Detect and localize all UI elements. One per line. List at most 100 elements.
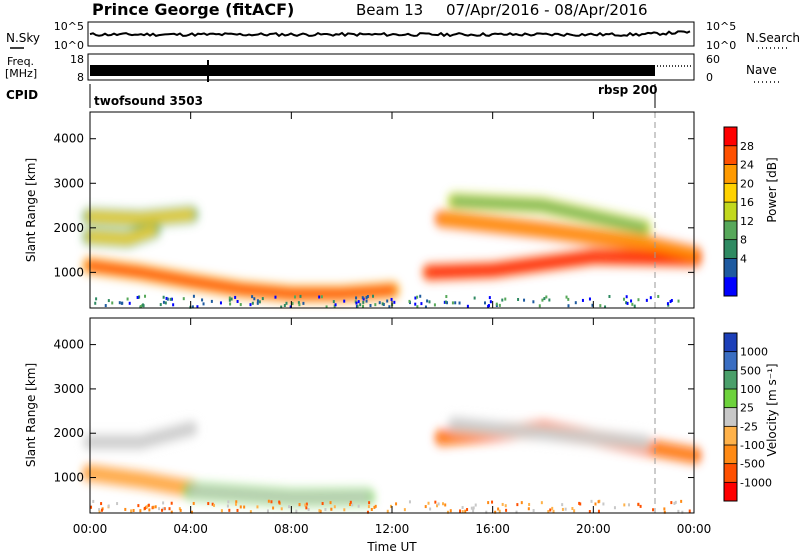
velocity-colorbar-segment: [724, 333, 737, 353]
power-band-core: [86, 210, 195, 223]
power-speckle: [162, 300, 165, 304]
power-speckle: [251, 295, 254, 299]
velocity-speckle: [442, 502, 445, 506]
velocity-speckle: [497, 507, 500, 511]
velocity-speckle: [132, 508, 135, 512]
power-speckle: [170, 297, 173, 301]
velocity-speckle: [623, 503, 626, 507]
velocity-speckle: [637, 502, 640, 506]
power-colorbar-segment: [724, 202, 737, 222]
nsky-strip-frame: [87, 21, 695, 47]
freq-tick-bottom: 8: [77, 71, 84, 84]
power-colorbar: 28 24 20 16 12 8 4: [723, 126, 754, 297]
power-speckle: [626, 301, 629, 305]
velocity-speckle: [137, 504, 140, 508]
power-speckle: [140, 305, 143, 309]
velocity-speckle: [343, 508, 346, 512]
power-speckle: [426, 299, 429, 303]
velocity-speckle: [498, 509, 501, 513]
x-tick-label: 12:00: [375, 522, 410, 536]
power-speckle: [388, 305, 391, 309]
power-speckle: [633, 304, 636, 308]
power-speckle: [362, 300, 365, 304]
nave-label: Nave: [746, 63, 777, 77]
velocity-speckle: [374, 504, 377, 508]
velocity-colorbar-frame: [723, 332, 738, 502]
velocity-speckle: [330, 507, 333, 511]
velocity-speckle: [588, 510, 591, 514]
power-speckle: [191, 305, 194, 309]
velocity-speckle: [681, 510, 684, 514]
velocity-speckle: [367, 505, 370, 509]
power-speckle: [192, 294, 195, 298]
velocity-speckle: [211, 502, 214, 506]
velocity-speckle: [446, 510, 449, 514]
velocity-speckle: [152, 505, 155, 509]
power-colorbar-segment: [724, 183, 737, 203]
power-speckle: [229, 302, 232, 306]
x-tick-label: 04:00: [173, 522, 208, 536]
power-band-core: [86, 262, 396, 298]
velocity-speckle: [349, 503, 352, 507]
velocity-speckle: [670, 501, 673, 505]
power-speckle: [416, 295, 419, 299]
power-speckle: [670, 298, 673, 302]
power-speckle: [451, 301, 454, 305]
power-speckle: [258, 300, 261, 304]
power-speckle: [625, 295, 628, 299]
power-speckle: [495, 302, 498, 306]
velocity-speckle: [366, 510, 369, 514]
power-speckle: [523, 298, 526, 302]
velocity-speckle: [227, 500, 230, 504]
velocity-speckle: [243, 505, 246, 509]
velocity-speckle: [639, 504, 642, 508]
velocity-speckle: [386, 509, 389, 513]
velocity-speckle: [207, 502, 210, 506]
power-speckle: [517, 298, 520, 302]
station-title: Prince George (fitACF): [92, 0, 294, 19]
velocity-speckle: [324, 508, 327, 512]
power-speckle: [249, 303, 252, 307]
power-speckle: [283, 303, 286, 307]
velocity-speckle: [147, 503, 150, 507]
power-speckle: [291, 302, 294, 306]
velocity-speckle: [318, 509, 321, 513]
velocity-speckle: [178, 507, 181, 511]
power-speckle: [445, 295, 448, 299]
velocity-ytick-label: 1000: [53, 471, 84, 485]
power-speckle: [111, 301, 114, 305]
power-colorbar-tick-label: 16: [740, 196, 754, 209]
power-speckle: [172, 303, 175, 307]
power-speckle: [120, 301, 123, 305]
velocity-speckle: [597, 500, 600, 504]
power-speckle: [104, 304, 107, 308]
velocity-speckle: [652, 508, 655, 512]
power-speckle: [162, 295, 165, 299]
power-speckle: [334, 303, 337, 307]
velocity-speckle: [305, 506, 308, 510]
velocity-speckle: [368, 501, 371, 505]
velocity-band-core: [451, 420, 648, 446]
power-ylabel: Slant Range [km]: [24, 158, 38, 262]
power-speckle: [382, 302, 385, 306]
power-speckle: [142, 304, 145, 308]
date-range: 07/Apr/2016 - 08/Apr/2016: [446, 1, 648, 19]
power-speckle: [95, 297, 98, 301]
power-speckle: [657, 294, 660, 298]
power-speckle: [419, 294, 422, 298]
power-speckle: [381, 302, 384, 306]
x-tick-label: 00:00: [73, 522, 108, 536]
velocity-speckle: [148, 508, 151, 512]
velocity-speckle: [515, 510, 518, 514]
power-speckle: [210, 299, 213, 303]
velocity-colorbar-tick-label: -1000: [740, 476, 772, 489]
velocity-band-core: [187, 487, 371, 501]
nsky-tick-bottom-left: 10^0: [54, 39, 84, 52]
power-colorbar-tick-label: 28: [740, 140, 754, 153]
velocity-speckle: [613, 506, 616, 510]
power-band-core: [438, 215, 698, 259]
freq-trace: [90, 65, 655, 76]
power-speckle: [228, 298, 231, 302]
power-speckle: [365, 299, 368, 303]
power-speckle: [631, 302, 634, 306]
